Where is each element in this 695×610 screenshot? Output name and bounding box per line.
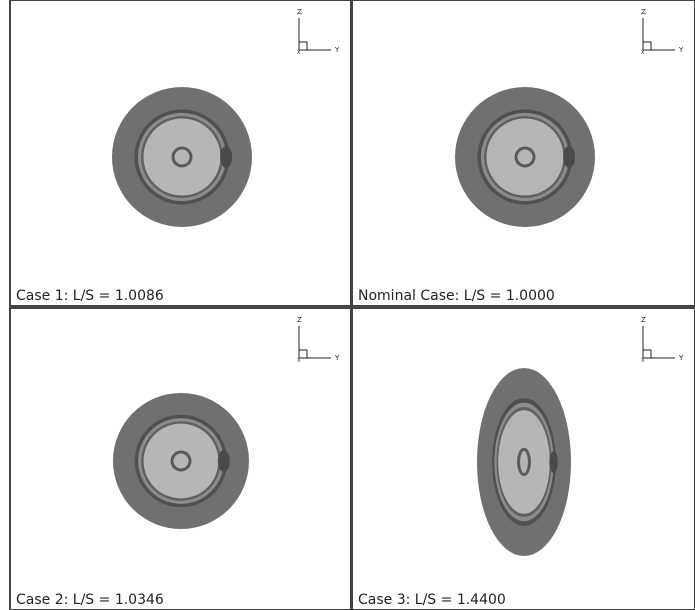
triad-y-label: Y (334, 354, 340, 362)
center-ring (170, 450, 192, 472)
panel-label: Nominal Case: L/S = 1.0000 (358, 288, 555, 304)
triad-y-label: Y (678, 354, 684, 362)
triad-z-label: Z (641, 316, 646, 324)
bump (220, 146, 233, 168)
panel-label: Case 2: L/S = 1.0346 (16, 592, 164, 608)
core (486, 118, 564, 196)
triad-z-label: Z (297, 8, 302, 16)
core (498, 410, 550, 514)
bump (563, 146, 576, 168)
triad-box (298, 41, 308, 51)
panel: Z Y X Case 1: L/S = 1.0086 (9, 0, 352, 307)
triad-x-label: X (641, 50, 645, 56)
triad-box (642, 349, 652, 359)
panel-label: Case 3: L/S = 1.4400 (358, 592, 506, 608)
center-ring (171, 146, 193, 168)
triad-x-label: X (297, 358, 301, 364)
panel-label: Case 1: L/S = 1.0086 (16, 288, 164, 304)
core (143, 423, 219, 499)
triad-z-label: Z (297, 316, 302, 324)
core (143, 118, 221, 196)
bump (549, 451, 558, 473)
triad-y-label: Y (334, 46, 340, 54)
triad-box (642, 41, 652, 51)
triad-x-label: X (641, 358, 645, 364)
triad-x-label: X (297, 50, 301, 56)
panel: Z Y X Nominal Case: L/S = 1.0000 (351, 0, 695, 307)
bump (217, 450, 230, 472)
triad-z-label: Z (641, 8, 646, 16)
panel: Z Y X Case 3: L/S = 1.4400 (351, 307, 695, 610)
center-ring (517, 447, 531, 477)
center-ring (514, 146, 536, 168)
panel: Z Y X Case 2: L/S = 1.0346 (9, 307, 352, 610)
triad-y-label: Y (678, 46, 684, 54)
triad-box (298, 349, 308, 359)
